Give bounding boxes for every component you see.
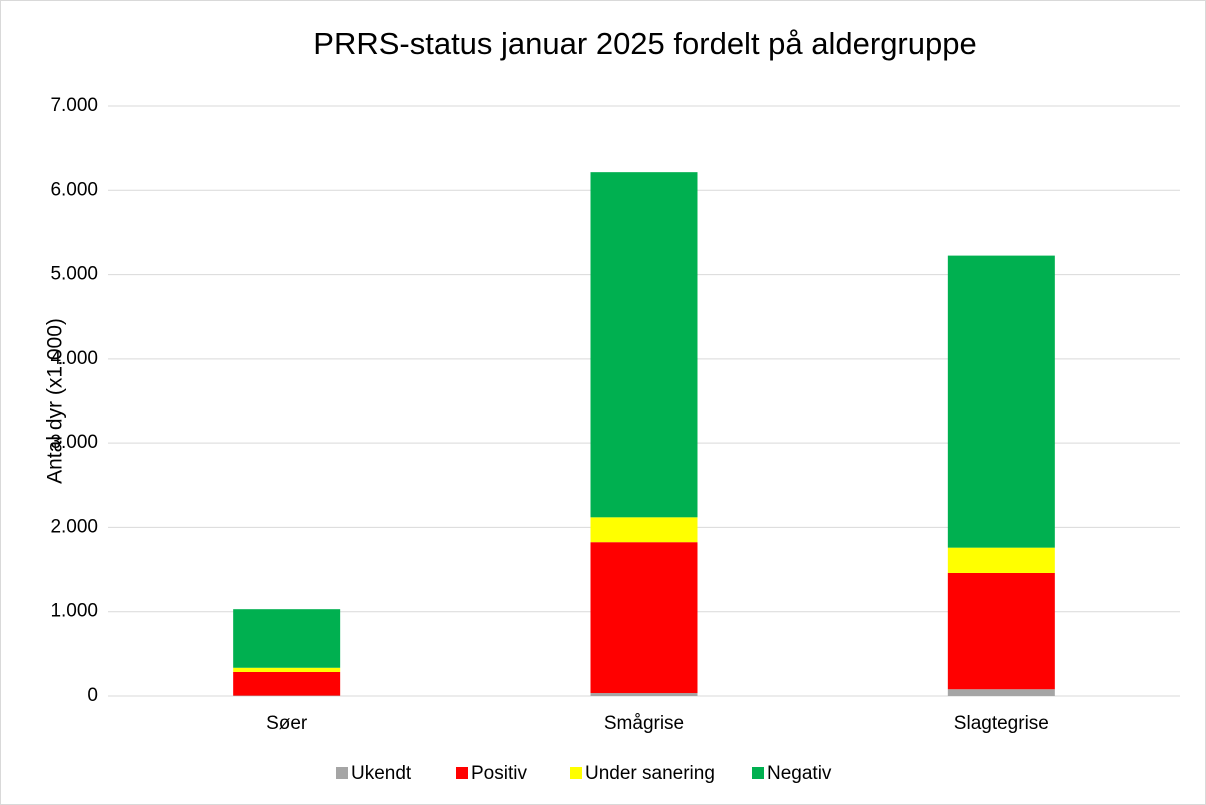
x-tick-label: Søer bbox=[266, 713, 308, 734]
bar-segment bbox=[947, 255, 1055, 548]
legend-label: Ukendt bbox=[351, 763, 412, 784]
legend-label: Under sanering bbox=[585, 763, 715, 784]
y-tick-label: 6.000 bbox=[50, 179, 98, 200]
legend-label: Positiv bbox=[471, 763, 527, 784]
y-tick-label: 5.000 bbox=[50, 264, 98, 285]
bar-segment bbox=[947, 572, 1055, 690]
x-tick-label: Slagtegrise bbox=[954, 713, 1049, 734]
y-tick-label: 2.000 bbox=[50, 516, 98, 537]
legend-swatch bbox=[752, 767, 764, 779]
bar-segment bbox=[590, 693, 698, 696]
bar-segment bbox=[947, 689, 1055, 696]
y-tick-label: 3.000 bbox=[50, 432, 98, 453]
y-tick-label: 1.000 bbox=[50, 601, 98, 622]
legend-swatch bbox=[456, 767, 468, 779]
y-axis-label: Antal dyr (x1.000) bbox=[44, 318, 67, 484]
legend-swatch bbox=[336, 767, 348, 779]
y-tick-label: 7.000 bbox=[50, 95, 98, 116]
bar-segment bbox=[233, 671, 341, 696]
y-tick-label: 0 bbox=[87, 685, 98, 706]
bar-segment bbox=[233, 609, 341, 668]
bar-segment bbox=[947, 547, 1055, 573]
x-tick-label: Smågrise bbox=[604, 713, 684, 734]
bar-segment bbox=[590, 542, 698, 694]
bar-segment bbox=[590, 517, 698, 543]
legend-label: Negativ bbox=[767, 763, 832, 784]
y-tick-label: 4.000 bbox=[50, 348, 98, 369]
bar-segment bbox=[233, 667, 341, 672]
chart-title: PRRS-status januar 2025 fordelt på alder… bbox=[313, 26, 976, 61]
legend-swatch bbox=[570, 767, 582, 779]
bar-segment bbox=[590, 172, 698, 518]
